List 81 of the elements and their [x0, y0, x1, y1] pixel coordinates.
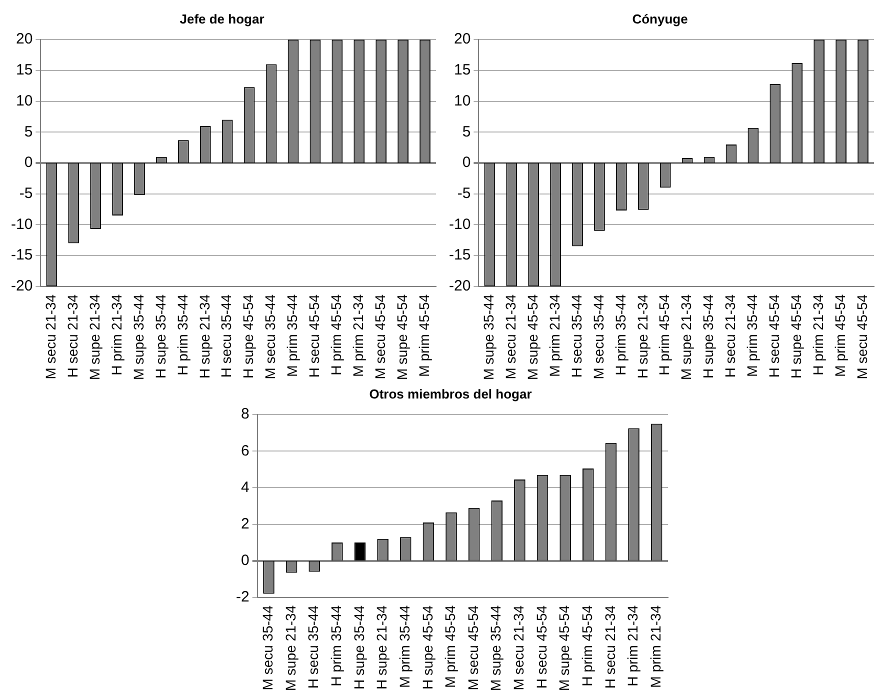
x-tick-label: M secu 45-54: [372, 294, 388, 380]
x-tick-label: H supe 45-54: [419, 605, 436, 690]
x-tick-label: H supe 21-34: [634, 294, 650, 378]
x-tick-label: M supe 35-44: [488, 605, 504, 692]
x-tick-label: M secu 21-34: [510, 605, 527, 690]
x-tick-label: H supe 35-44: [152, 294, 168, 378]
x-tick-label: H prim 45-54: [656, 294, 672, 376]
y-tick-label: -2: [236, 588, 250, 606]
x-tick-label: H secu 45-54: [533, 605, 550, 689]
x-tick-label: M secu 21-34: [42, 294, 59, 380]
x-tick-label: M secu 21-34: [502, 294, 518, 380]
x-tick-label: H secu 21-34: [722, 294, 738, 378]
x-tick-label: M supe 45-54: [524, 294, 540, 380]
y-tick-label: 15: [16, 62, 33, 79]
x-tick-label: M secu 45-54: [854, 294, 870, 380]
x-tick-label: H supe 45-54: [240, 294, 256, 378]
y-tick-label: 6: [240, 442, 250, 460]
x-tick-label: M prim 45-54: [416, 294, 432, 377]
x-tick-label: M supe 45-54: [556, 605, 572, 692]
x-tick-label: H prim 35-44: [174, 294, 190, 376]
y-tick-label: 20: [454, 30, 471, 48]
y-tick-label: 20: [16, 30, 33, 48]
x-tick-label: H secu 35-44: [568, 294, 584, 378]
y-tick-label: 10: [16, 92, 33, 110]
x-tick-label: H prim 21-34: [108, 294, 124, 376]
y-tick-label: -20: [448, 278, 471, 295]
x-tick-label: M prim 35-44: [744, 294, 760, 377]
x-tick-label: H secu 21-34: [64, 294, 80, 378]
x-tick-label: M supe 35-44: [130, 294, 146, 380]
x-tick-label: H prim 45-54: [328, 294, 344, 376]
chart-title: Jefe de hogar: [180, 11, 264, 26]
y-tick-label: -5: [19, 184, 33, 202]
y-tick-label: -5: [457, 184, 471, 202]
x-tick-label: M prim 45-54: [442, 605, 458, 688]
y-tick-label: 5: [462, 123, 471, 140]
y-tick-label: -15: [10, 246, 33, 264]
y-tick-label: -15: [448, 246, 471, 264]
x-tick-label: H supe 35-44: [700, 294, 716, 378]
chart-title: Otros miembros del hogar: [369, 386, 532, 402]
x-tick-label: M prim 21-34: [350, 294, 366, 377]
x-tick-label: H secu 45-54: [306, 294, 322, 378]
x-tick-label: M supe 35-44: [480, 294, 497, 380]
x-tick-label: M supe 21-34: [86, 294, 102, 380]
y-tick-label: -10: [10, 216, 33, 233]
x-tick-label: M supe 21-34: [678, 294, 694, 380]
x-tick-label: M supe 21-34: [282, 605, 298, 692]
y-tick-label: -10: [448, 216, 471, 233]
y-tick-label: 10: [454, 92, 471, 110]
x-tick-label: H secu 45-54: [766, 294, 782, 378]
x-tick-label: H prim 21-34: [624, 605, 641, 686]
y-tick-label: 15: [454, 62, 471, 79]
x-tick-label: H secu 35-44: [218, 294, 234, 378]
x-tick-label: M prim 21-34: [647, 605, 664, 688]
y-tick-label: 4: [240, 478, 250, 496]
y-tick-label: 0: [240, 552, 250, 569]
x-tick-label: H secu 21-34: [602, 605, 618, 689]
x-tick-label: H supe 35-44: [350, 605, 367, 690]
y-tick-label: 5: [24, 123, 33, 140]
x-tick-label: M prim 21-34: [546, 294, 562, 377]
y-tick-label: -20: [10, 278, 33, 295]
x-tick-label: H supe 21-34: [196, 294, 212, 378]
x-tick-label: H prim 35-44: [328, 605, 344, 686]
x-tick-label: H prim 45-54: [579, 605, 596, 686]
chart-title: Cónyuge: [632, 11, 688, 26]
x-tick-label: M secu 35-44: [262, 294, 278, 380]
x-tick-label: M supe 45-54: [394, 294, 410, 380]
x-tick-label: M prim 35-44: [396, 605, 412, 688]
y-tick-label: 2: [240, 515, 250, 532]
y-tick-label: 0: [24, 154, 33, 172]
x-tick-label: M secu 45-54: [464, 605, 481, 690]
y-tick-label: 0: [462, 154, 471, 172]
x-tick-label: M prim 35-44: [284, 294, 300, 377]
x-tick-label: M secu 35-44: [260, 605, 276, 690]
x-tick-label: H secu 35-44: [305, 605, 322, 689]
x-tick-label: H supe 45-54: [788, 294, 804, 378]
x-tick-label: M prim 45-54: [832, 294, 848, 377]
x-tick-label: H prim 21-34: [810, 294, 826, 376]
x-tick-label: M secu 35-44: [590, 294, 606, 380]
x-tick-label: H prim 35-44: [612, 294, 628, 376]
x-tick-label: H supe 21-34: [374, 605, 390, 690]
y-tick-label: 8: [240, 406, 250, 423]
